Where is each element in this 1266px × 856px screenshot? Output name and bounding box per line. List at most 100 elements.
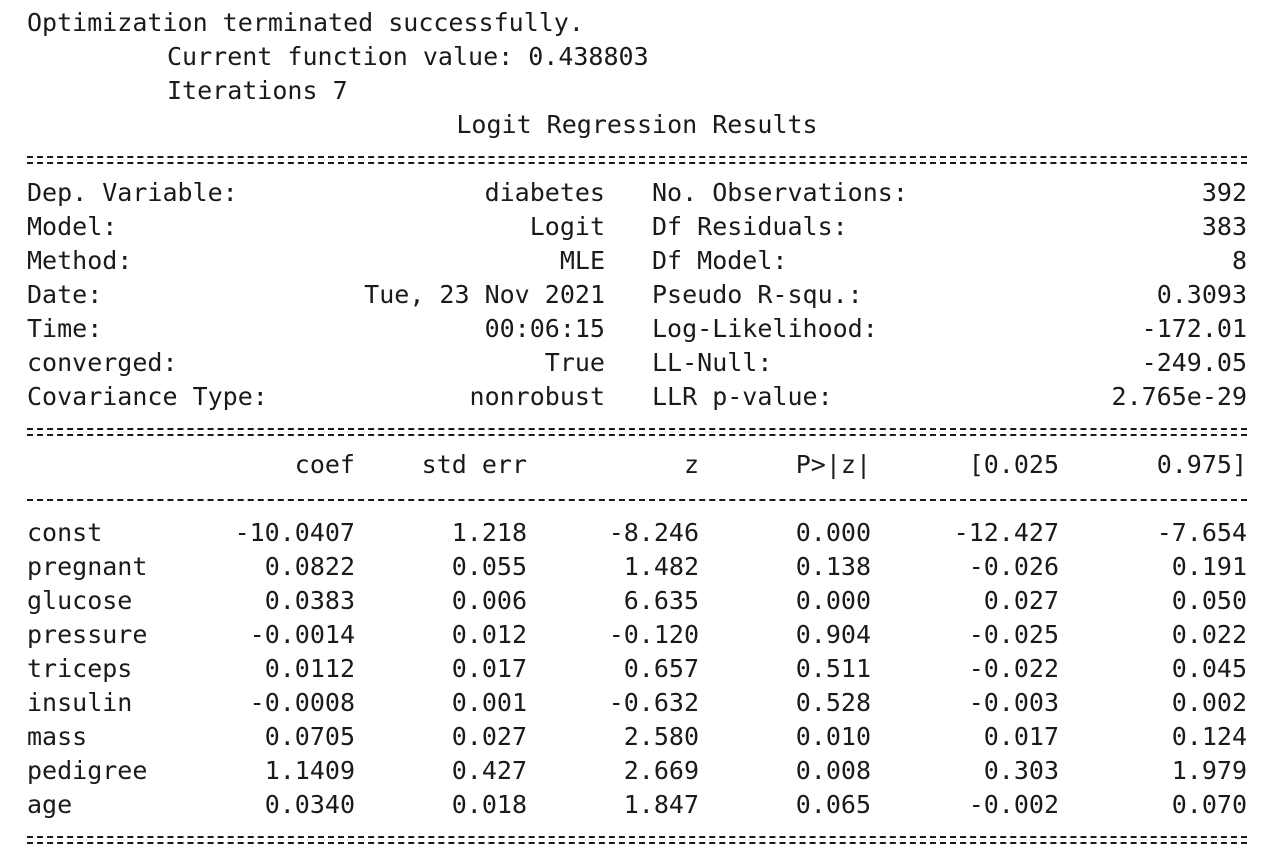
table-cell: -7.654: [1156, 518, 1247, 547]
table-cell: 0.070: [1171, 790, 1247, 819]
summary-label: Time:: [27, 314, 103, 343]
table-cell: 0.904: [795, 620, 871, 649]
row-variable-name: triceps: [27, 654, 133, 683]
table-cell: 0.0822: [264, 552, 355, 581]
table-cell: -8.246: [608, 518, 699, 547]
summary-value: 00:06:15: [484, 314, 605, 343]
single-rule: [27, 482, 1247, 516]
summary-value: Tue, 23 Nov 2021: [364, 280, 605, 309]
table-cell: -0.632: [608, 688, 699, 717]
table-row: insulin -0.0008 0.001 -0.632 0.528 -0.003 0.00…: [27, 686, 1247, 720]
table-cell: 0.017: [451, 654, 527, 683]
summary-label: Method:: [27, 246, 133, 275]
summary-label: LL-Null:: [652, 348, 773, 377]
row-variable-name: pedigree: [27, 756, 148, 785]
column-header: z: [683, 450, 699, 479]
double-rule-top: [27, 142, 1247, 176]
table-cell: -12.427: [953, 518, 1059, 547]
table-cell: -10.0407: [234, 518, 355, 547]
summary-value: 8: [1231, 246, 1247, 275]
column-header: coef: [294, 450, 355, 479]
table-cell: 0.045: [1171, 654, 1247, 683]
row-variable-name: const: [27, 518, 103, 547]
table-cell: 1.1409: [264, 756, 355, 785]
summary-row: converged: True LL-Null: -249.05: [27, 346, 1247, 380]
table-cell: 0.528: [795, 688, 871, 717]
column-header: std err: [421, 450, 527, 479]
summary-value: 2.765e-29: [1111, 382, 1247, 411]
table-cell: 0.018: [451, 790, 527, 819]
row-variable-name: glucose: [27, 586, 133, 615]
table-cell: 2.580: [623, 722, 699, 751]
summary-value: MLE: [559, 246, 605, 275]
summary-label: Pseudo R-squ.:: [652, 280, 863, 309]
column-header: [0.025: [968, 450, 1059, 479]
table-cell: 0.008: [795, 756, 871, 785]
row-variable-name: insulin: [27, 688, 133, 717]
table-cell: 2.669: [623, 756, 699, 785]
row-variable-name: age: [27, 790, 73, 819]
summary-label: Dep. Variable:: [27, 178, 238, 207]
summary-value: 0.3093: [1156, 280, 1247, 309]
summary-label: Df Model:: [652, 246, 788, 275]
table-cell: 1.847: [623, 790, 699, 819]
table-cell: 0.427: [451, 756, 527, 785]
table-cell: -0.0014: [249, 620, 355, 649]
table-cell: 0.010: [795, 722, 871, 751]
results-title: Logit Regression Results: [456, 110, 818, 139]
table-cell: 0.000: [795, 518, 871, 547]
status-line: Optimization terminated successfully.: [27, 8, 584, 37]
column-header: 0.975]: [1156, 450, 1247, 479]
table-cell: 0.0340: [264, 790, 355, 819]
summary-row: Dep. Variable: diabetes No. Observations…: [27, 176, 1247, 210]
current-function-line: Current function value: 0.438803: [167, 42, 649, 71]
summary-label: Date:: [27, 280, 103, 309]
table-cell: 1.482: [623, 552, 699, 581]
summary-value: -172.01: [1141, 314, 1247, 343]
double-rule-middle: [27, 414, 1247, 448]
table-cell: 0.138: [795, 552, 871, 581]
summary-row: Time: 00:06:15 Log-Likelihood: -172.01: [27, 312, 1247, 346]
double-rule-bottom: [27, 822, 1247, 856]
table-cell: 0.001: [451, 688, 527, 717]
table-cell: 0.657: [623, 654, 699, 683]
summary-label: Model:: [27, 212, 118, 241]
console-output: Optimization terminated successfully. Cu…: [27, 6, 1247, 856]
summary-label: converged:: [27, 348, 178, 377]
table-cell: -0.120: [608, 620, 699, 649]
summary-value: -249.05: [1141, 348, 1247, 377]
iterations-line: Iterations 7: [167, 76, 348, 105]
column-header: P>|z|: [795, 450, 871, 479]
summary-value: diabetes: [484, 178, 605, 207]
summary-value: nonrobust: [469, 382, 605, 411]
coef-table-header: coef std err z P>|z| [0.025 0.975]: [27, 448, 1247, 482]
table-row: pedigree 1.1409 0.427 2.669 0.008 0.303 1.979: [27, 754, 1247, 788]
table-row: mass 0.0705 0.027 2.580 0.010 0.017 0.124: [27, 720, 1247, 754]
table-row: const -10.0407 1.218 -8.246 0.000 -12.427 -7.6…: [27, 516, 1247, 550]
table-cell: 0.055: [451, 552, 527, 581]
table-cell: 0.012: [451, 620, 527, 649]
table-cell: 0.065: [795, 790, 871, 819]
summary-value: True: [544, 348, 605, 377]
table-cell: 0.0383: [264, 586, 355, 615]
summary-label: LLR p-value:: [652, 382, 833, 411]
row-variable-name: mass: [27, 722, 88, 751]
table-row: triceps 0.0112 0.017 0.657 0.511 -0.022 0.045: [27, 652, 1247, 686]
table-cell: 0.191: [1171, 552, 1247, 581]
table-cell: 0.022: [1171, 620, 1247, 649]
table-cell: 0.303: [983, 756, 1059, 785]
summary-row: Covariance Type: nonrobust LLR p-value: …: [27, 380, 1247, 414]
table-cell: 1.218: [451, 518, 527, 547]
table-cell: 0.017: [983, 722, 1059, 751]
table-cell: -0.022: [968, 654, 1059, 683]
table-cell: -0.002: [968, 790, 1059, 819]
model-summary: Dep. Variable: diabetes No. Observations…: [27, 176, 1247, 414]
table-cell: -0.026: [968, 552, 1059, 581]
table-cell: 1.979: [1171, 756, 1247, 785]
table-cell: 0.002: [1171, 688, 1247, 717]
summary-value: 392: [1201, 178, 1247, 207]
table-cell: 0.124: [1171, 722, 1247, 751]
table-cell: 0.0112: [264, 654, 355, 683]
table-row: pressure -0.0014 0.012 -0.120 0.904 -0.025 0.0…: [27, 618, 1247, 652]
table-row: pregnant 0.0822 0.055 1.482 0.138 -0.026 0.191: [27, 550, 1247, 584]
